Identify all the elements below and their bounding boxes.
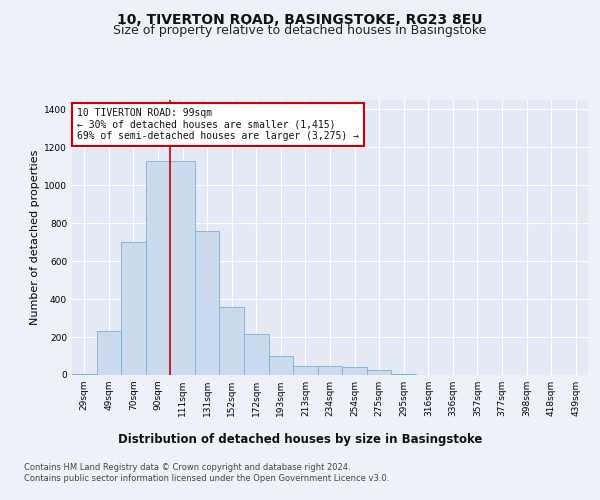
Bar [97, 332, 121, 375]
Bar [342, 368, 367, 375]
Bar [220, 306, 244, 375]
Bar [121, 242, 146, 375]
Bar [72, 374, 97, 375]
Bar [367, 370, 391, 375]
Text: Distribution of detached houses by size in Basingstoke: Distribution of detached houses by size … [118, 432, 482, 446]
Text: Contains public sector information licensed under the Open Government Licence v3: Contains public sector information licen… [24, 474, 389, 483]
Text: Size of property relative to detached houses in Basingstoke: Size of property relative to detached ho… [113, 24, 487, 37]
Bar [318, 366, 342, 375]
Bar [391, 374, 416, 375]
Bar [170, 160, 195, 375]
Text: 10 TIVERTON ROAD: 99sqm
← 30% of detached houses are smaller (1,415)
69% of semi: 10 TIVERTON ROAD: 99sqm ← 30% of detache… [77, 108, 359, 142]
Bar [146, 160, 170, 375]
Bar [269, 356, 293, 375]
Bar [195, 231, 220, 375]
Bar [244, 334, 269, 375]
Bar [293, 366, 318, 375]
Text: 10, TIVERTON ROAD, BASINGSTOKE, RG23 8EU: 10, TIVERTON ROAD, BASINGSTOKE, RG23 8EU [117, 12, 483, 26]
Text: Contains HM Land Registry data © Crown copyright and database right 2024.: Contains HM Land Registry data © Crown c… [24, 462, 350, 471]
Y-axis label: Number of detached properties: Number of detached properties [30, 150, 40, 325]
